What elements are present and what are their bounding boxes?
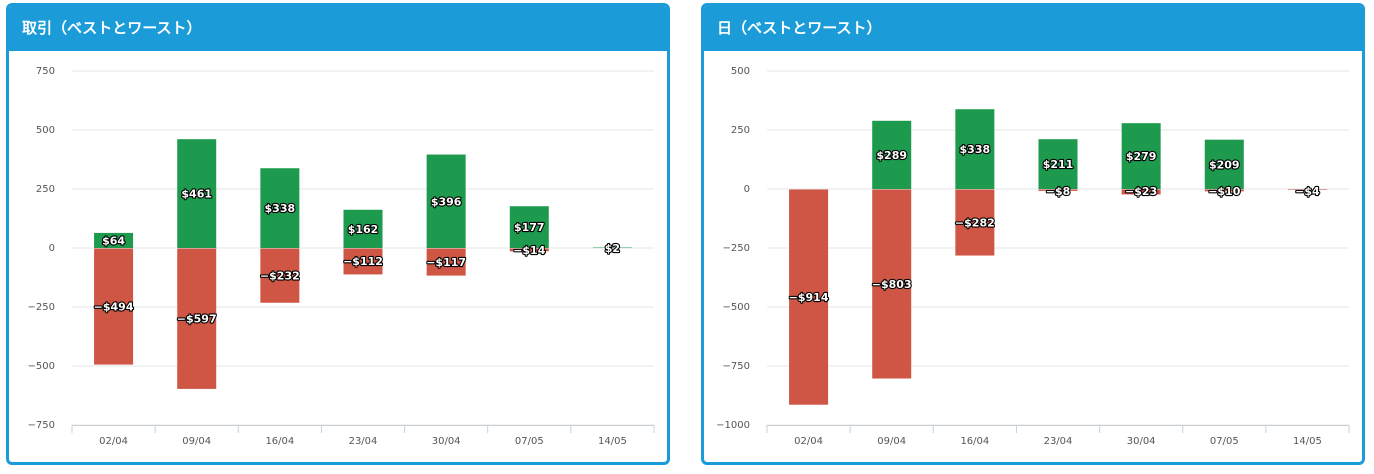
x-tick-label: 16/04 bbox=[265, 436, 294, 447]
positive-bar bbox=[426, 154, 466, 248]
negative-value-label: −$282 bbox=[955, 216, 995, 229]
x-tick-label: 02/04 bbox=[99, 436, 128, 447]
x-tick-label: 07/05 bbox=[515, 436, 544, 447]
y-tick-label: 0 bbox=[744, 184, 750, 195]
positive-value-label: $338 bbox=[265, 202, 296, 215]
negative-bar bbox=[509, 248, 549, 252]
positive-value-label: $461 bbox=[181, 188, 212, 201]
x-tick-label: 23/04 bbox=[349, 436, 378, 447]
panel-title: 日（ベストとワースト） bbox=[704, 6, 1362, 51]
negative-value-label: −$117 bbox=[426, 256, 466, 269]
positive-value-label: $279 bbox=[1126, 150, 1157, 163]
negative-value-label: −$494 bbox=[94, 300, 134, 313]
positive-bar bbox=[1121, 123, 1161, 189]
negative-value-label: −$597 bbox=[177, 312, 217, 325]
y-tick-label: 500 bbox=[731, 66, 750, 77]
x-tick-label: 30/04 bbox=[1127, 436, 1156, 447]
positive-bar bbox=[1204, 139, 1244, 189]
y-tick-label: −500 bbox=[723, 302, 750, 313]
positive-bar bbox=[260, 168, 300, 248]
x-tick-label: 23/04 bbox=[1044, 436, 1073, 447]
positive-value-label: $211 bbox=[1043, 158, 1074, 171]
positive-value-label: $209 bbox=[1209, 158, 1240, 171]
negative-bar bbox=[1287, 189, 1327, 190]
y-tick-label: 750 bbox=[36, 66, 55, 77]
positive-value-label: $338 bbox=[960, 143, 991, 156]
negative-bar bbox=[1121, 189, 1161, 195]
positive-value-label: $64 bbox=[102, 234, 125, 247]
y-tick-label: −250 bbox=[723, 243, 750, 254]
panel-title: 取引（ベストとワースト） bbox=[9, 6, 667, 51]
positive-value-label: $2 bbox=[605, 242, 620, 255]
negative-bar bbox=[94, 248, 134, 365]
negative-value-label: −$914 bbox=[789, 291, 829, 304]
negative-value-label: −$10 bbox=[1208, 185, 1241, 198]
positive-value-label: $162 bbox=[348, 223, 379, 236]
positive-value-label: $396 bbox=[431, 195, 462, 208]
x-tick-label: 30/04 bbox=[432, 436, 461, 447]
negative-bar bbox=[1204, 189, 1244, 192]
y-tick-label: −500 bbox=[28, 361, 55, 372]
x-tick-label: 16/04 bbox=[960, 436, 989, 447]
positive-bar bbox=[955, 109, 995, 189]
positive-value-label: $289 bbox=[876, 149, 907, 162]
negative-bar bbox=[343, 248, 383, 275]
bar-chart-trades: 750 500 250 0 −250 −500 −750 $64 −$494 02/04 $461 −… bbox=[28, 66, 655, 447]
positive-bar bbox=[343, 209, 383, 248]
y-tick-label: −250 bbox=[28, 302, 55, 313]
y-tick-label: −750 bbox=[723, 361, 750, 372]
negative-bar bbox=[1038, 189, 1078, 191]
negative-value-label: −$112 bbox=[343, 255, 383, 268]
y-tick-label: 500 bbox=[36, 125, 55, 136]
negative-bar bbox=[789, 189, 829, 405]
y-tick-label: −750 bbox=[28, 420, 55, 431]
positive-bar bbox=[94, 232, 134, 248]
negative-value-label: −$232 bbox=[260, 269, 300, 282]
x-tick-label: 09/04 bbox=[182, 436, 211, 447]
chart-panel-trades: 取引（ベストとワースト） 750 500 250 0 −250 −500 −750 $64 −$… bbox=[6, 3, 670, 465]
negative-bar bbox=[955, 189, 995, 256]
chart-panel-days: 日（ベストとワースト） 500 250 0 −250 −500 −750 −1000 −$91… bbox=[701, 3, 1365, 465]
positive-bar bbox=[1038, 139, 1078, 189]
y-tick-label: −1000 bbox=[716, 420, 750, 431]
x-tick-label: 14/05 bbox=[598, 436, 627, 447]
positive-bar bbox=[177, 139, 217, 248]
negative-value-label: −$803 bbox=[872, 278, 912, 291]
negative-bar bbox=[426, 248, 466, 276]
negative-bar bbox=[177, 248, 217, 389]
negative-value-label: −$14 bbox=[513, 244, 546, 257]
negative-value-label: −$8 bbox=[1046, 185, 1071, 198]
y-tick-label: 250 bbox=[36, 184, 55, 195]
positive-bar bbox=[509, 206, 549, 248]
y-tick-label: 0 bbox=[49, 243, 55, 254]
negative-value-label: −$23 bbox=[1125, 185, 1157, 198]
x-tick-label: 14/05 bbox=[1293, 436, 1322, 447]
x-tick-label: 07/05 bbox=[1210, 436, 1239, 447]
negative-bar bbox=[872, 189, 912, 379]
x-tick-label: 09/04 bbox=[877, 436, 906, 447]
y-tick-label: 250 bbox=[731, 125, 750, 136]
negative-value-label: −$4 bbox=[1295, 185, 1320, 198]
positive-bar bbox=[872, 120, 912, 189]
x-tick-label: 02/04 bbox=[794, 436, 823, 447]
bar-chart-days: 500 250 0 −250 −500 −750 −1000 −$914 02/04 $289 −$… bbox=[716, 66, 1350, 447]
positive-value-label: $177 bbox=[514, 221, 545, 234]
negative-bar bbox=[260, 248, 300, 303]
positive-bar bbox=[592, 247, 632, 249]
